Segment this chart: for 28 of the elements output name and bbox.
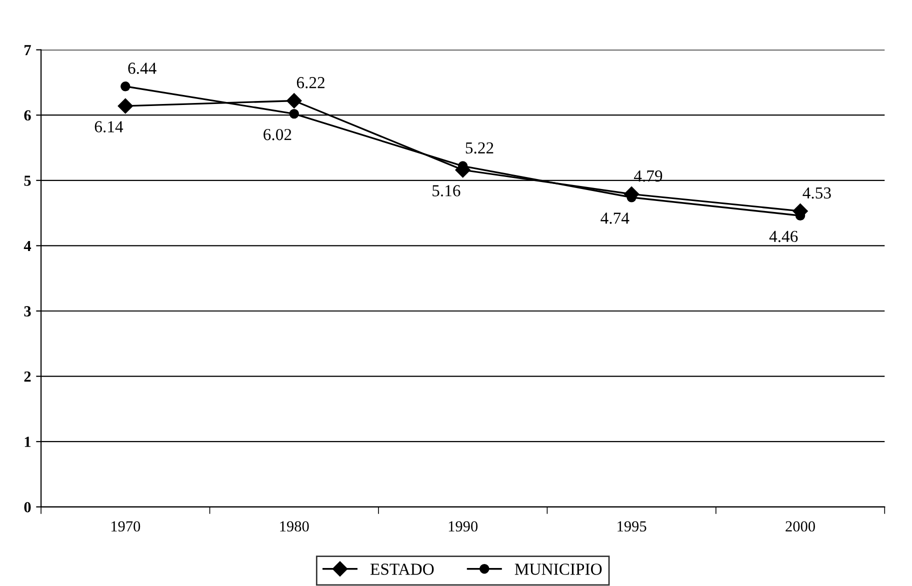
y-tick-label: 3 xyxy=(24,306,31,316)
data-label: 4.53 xyxy=(802,187,831,199)
data-label: 5.22 xyxy=(466,142,494,154)
data-label: 6.22 xyxy=(296,77,324,88)
y-tick-label: 2 xyxy=(24,371,31,382)
data-label: 4.74 xyxy=(600,212,630,224)
y-tick-label: 0 xyxy=(24,502,31,512)
point xyxy=(289,108,299,119)
y-tick-label: 5 xyxy=(24,176,31,186)
x-tick-label: 2000 xyxy=(786,521,815,532)
y-tick-label: 1 xyxy=(24,436,31,447)
point xyxy=(120,82,130,92)
point xyxy=(286,93,302,108)
x-tick-label: 1990 xyxy=(448,521,478,532)
x-tick-label: 1980 xyxy=(280,521,309,532)
y-tick-label: 4 xyxy=(24,240,32,251)
x-tick-label: 1995 xyxy=(618,521,646,532)
data-label: 6.14 xyxy=(94,121,124,132)
data-label: 4.46 xyxy=(769,230,798,242)
point xyxy=(118,98,133,114)
data-label: 5.16 xyxy=(432,185,460,196)
legend-label: MUNICIPIO xyxy=(514,564,602,575)
y-tick-label: 6 xyxy=(24,110,31,121)
data-label: 6.44 xyxy=(128,62,156,74)
data-label: 6.02 xyxy=(264,128,292,140)
x-tick-label: 1970 xyxy=(111,521,140,532)
y-tick-label: 7 xyxy=(24,45,31,56)
legend-label: ESTADO xyxy=(370,564,434,575)
